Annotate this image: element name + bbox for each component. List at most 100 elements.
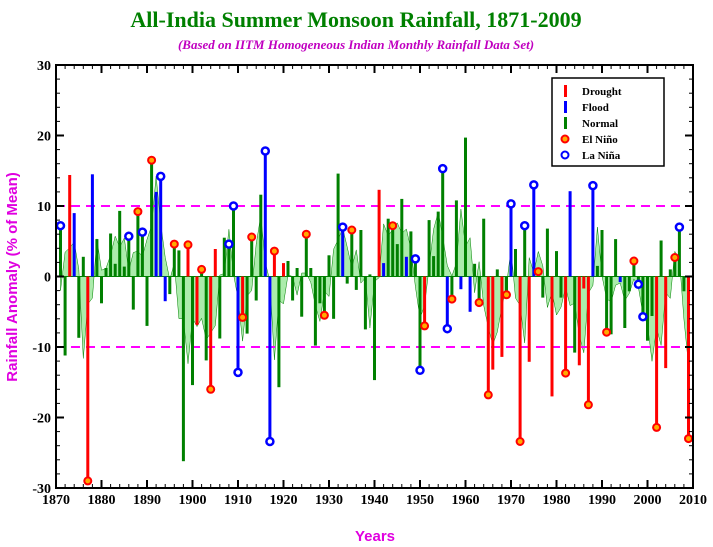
normal-bar-1939 bbox=[368, 274, 372, 277]
normal-bar-1903 bbox=[204, 276, 208, 361]
drought-bar-1951 bbox=[423, 276, 427, 326]
drought-bar-2002 bbox=[655, 276, 659, 428]
plot-area bbox=[55, 137, 693, 486]
normal-bar-2008 bbox=[682, 276, 686, 292]
normal-bar-1891 bbox=[150, 160, 154, 277]
normal-bar-1963 bbox=[477, 276, 481, 303]
smoothed-anomaly-band bbox=[60, 176, 689, 366]
elnino-marker-2009 bbox=[684, 434, 693, 444]
legend-swatch-elnino bbox=[560, 134, 570, 144]
flood-bar-1959 bbox=[459, 276, 463, 290]
drought-bar-1941 bbox=[377, 189, 381, 277]
lanina-marker-1973 bbox=[519, 220, 530, 231]
normal-bar-1921 bbox=[286, 261, 290, 277]
drought-bar-1905 bbox=[213, 249, 217, 277]
drought-bar-1873 bbox=[68, 175, 72, 277]
normal-bar-1883 bbox=[113, 263, 117, 277]
normal-bar-2005 bbox=[668, 269, 672, 277]
flood-bar-1947 bbox=[404, 256, 408, 277]
lanina-marker-1871 bbox=[55, 220, 66, 231]
normal-bar-1908 bbox=[227, 244, 231, 277]
elnino-marker-1987 bbox=[583, 400, 593, 410]
normal-bar-1955 bbox=[441, 168, 445, 277]
normal-bar-1881 bbox=[104, 268, 108, 277]
elnino-marker-1891 bbox=[147, 155, 157, 165]
drought-bar-1979 bbox=[550, 276, 554, 397]
normal-bar-1995 bbox=[623, 276, 627, 328]
normal-bar-1978 bbox=[545, 228, 549, 277]
chart-title: All-India Summer Monsoon Rainfall, 1871-… bbox=[130, 7, 581, 32]
lanina-marker-1999 bbox=[638, 311, 648, 322]
legend-label-drought: Drought bbox=[582, 86, 622, 98]
flood-bar-1910 bbox=[236, 276, 240, 373]
normal-bar-2006 bbox=[673, 257, 677, 277]
flood-bar-1917 bbox=[268, 276, 272, 442]
normal-bar-1969 bbox=[505, 276, 508, 295]
normal-bar-1977 bbox=[541, 276, 545, 298]
elnino-marker-1918 bbox=[269, 246, 279, 256]
lanina-marker-1886 bbox=[124, 231, 134, 242]
normal-bar-1943 bbox=[386, 218, 390, 277]
normal-bar-1984 bbox=[573, 276, 577, 353]
normal-bar-1934 bbox=[345, 276, 349, 284]
lanina-marker-1998 bbox=[633, 279, 644, 290]
elnino-marker-1896 bbox=[169, 239, 179, 249]
normal-bar-1981 bbox=[559, 276, 563, 298]
lanina-marker-1956 bbox=[442, 323, 453, 334]
lanina-marker-1893 bbox=[155, 171, 166, 182]
normal-bar-1940 bbox=[373, 276, 376, 381]
lanina-marker-1975 bbox=[529, 180, 539, 190]
flood-bar-1874 bbox=[72, 213, 76, 277]
normal-bar-1926 bbox=[309, 268, 313, 277]
elnino-marker-1991 bbox=[602, 327, 612, 337]
axes: 1870 1880 1890 1900 1910 1920 1930 1940 1950 1960… bbox=[32, 59, 707, 508]
normal-bar-1879 bbox=[95, 239, 99, 277]
lanina-marker-1988 bbox=[588, 180, 598, 191]
x-tick-label: 1990 bbox=[588, 493, 616, 508]
x-tick-label: 2000 bbox=[634, 493, 662, 508]
normal-bar-1991 bbox=[605, 276, 609, 333]
flood-bar-1970 bbox=[509, 203, 513, 277]
normal-bar-1930 bbox=[327, 255, 331, 277]
normal-bar-1944 bbox=[391, 225, 395, 277]
lanina-marker-1889 bbox=[137, 227, 148, 237]
normal-bar-1996 bbox=[627, 276, 631, 292]
normal-bar-1919 bbox=[277, 276, 281, 388]
normal-bar-1906 bbox=[218, 276, 222, 339]
x-tick-label: 1910 bbox=[224, 493, 252, 508]
normal-bar-1935 bbox=[350, 230, 354, 277]
normal-bar-1913 bbox=[250, 237, 254, 277]
drought-bar-1904 bbox=[209, 276, 213, 390]
elnino-marker-1976 bbox=[533, 267, 543, 277]
flood-bar-1988 bbox=[591, 185, 595, 277]
normal-bar-1914 bbox=[254, 276, 258, 301]
drought-bar-1985 bbox=[577, 276, 581, 366]
normal-bar-1884 bbox=[118, 210, 122, 277]
normal-bar-1885 bbox=[122, 266, 126, 277]
normal-bar-1931 bbox=[332, 276, 336, 319]
elnino-marker-1911 bbox=[238, 312, 248, 322]
normal-bar-1888 bbox=[136, 211, 140, 277]
flood-bar-1916 bbox=[263, 151, 267, 277]
lanina-marker-1917 bbox=[265, 436, 275, 447]
elnino-marker-1951 bbox=[420, 321, 430, 331]
normal-bar-1895 bbox=[168, 276, 172, 295]
normal-bar-1945 bbox=[395, 244, 399, 277]
normal-bar-1992 bbox=[609, 276, 613, 335]
normal-bar-1949 bbox=[413, 258, 417, 277]
y-tick-label: 10 bbox=[37, 200, 51, 215]
normal-bar-1924 bbox=[300, 276, 304, 317]
legend-swatch-normal bbox=[564, 117, 567, 129]
normal-bar-1929 bbox=[322, 276, 326, 316]
x-tick-label: 1870 bbox=[42, 493, 70, 508]
elnino-marker-1877 bbox=[83, 476, 93, 486]
normal-bar-1880 bbox=[100, 276, 103, 304]
normal-bar-1871 bbox=[59, 225, 62, 277]
normal-bar-1973 bbox=[523, 225, 527, 277]
elnino-marker-1899 bbox=[183, 240, 193, 250]
normal-bar-1897 bbox=[177, 250, 181, 277]
normal-bar-1952 bbox=[427, 220, 431, 277]
legend-swatch-flood bbox=[564, 101, 567, 113]
x-tick-label: 1900 bbox=[179, 493, 207, 508]
normal-bar-1900 bbox=[191, 276, 194, 386]
